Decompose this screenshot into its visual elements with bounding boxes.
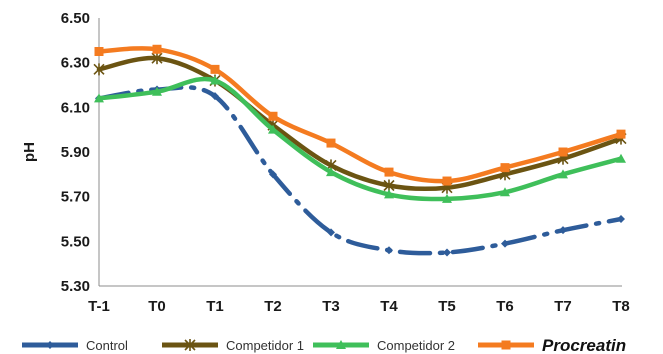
x-tick-labels: T-1 T0 T1 T2 T3 T4 T5 T6 T7 T8 (88, 298, 630, 315)
legend-item-competidor-2: Competidor 2 (313, 338, 455, 353)
chart-series (93, 44, 627, 257)
data-point (268, 124, 278, 134)
legend-label: Control (86, 338, 128, 353)
data-point (326, 138, 336, 148)
series-competidor-1 (93, 52, 627, 194)
legend-item-competidor-1: Competidor 1 (162, 338, 304, 353)
x-tick-label: T7 (554, 298, 572, 315)
data-point (152, 44, 162, 54)
y-tick-label: 5.30 (61, 278, 90, 295)
chart-legend: Control Competidor 1 Competidor 2 Procreati… (22, 336, 626, 354)
series-control (95, 85, 625, 257)
data-point (500, 163, 510, 173)
y-tick-labels: 5.30 5.50 5.70 5.90 6.10 6.30 6.50 (61, 10, 90, 295)
y-tick-label: 6.10 (61, 99, 90, 116)
x-tick-label: T1 (206, 298, 224, 315)
legend-label: Competidor 1 (226, 338, 304, 353)
data-point (616, 129, 626, 139)
data-point (94, 93, 104, 103)
data-point (384, 189, 394, 199)
data-point (210, 75, 220, 85)
y-tick-label: 5.50 (61, 233, 90, 250)
legend-marker (46, 341, 54, 349)
x-tick-label: T6 (496, 298, 514, 315)
x-tick-label: T0 (148, 298, 166, 315)
x-tick-label: T2 (264, 298, 282, 315)
series-line-procreatin (96, 46, 624, 184)
data-point (268, 111, 278, 121)
data-point (559, 226, 567, 235)
data-point (211, 92, 219, 101)
series-line-competidor-2 (96, 76, 624, 202)
legend-label: Procreatin (542, 336, 626, 354)
series-procreatin (94, 44, 626, 186)
x-tick-label: T8 (612, 298, 630, 315)
data-point (501, 239, 509, 248)
legend-label: Competidor 2 (377, 338, 455, 353)
data-point (384, 167, 394, 177)
data-point (500, 187, 510, 197)
data-point (210, 64, 220, 74)
data-point (327, 228, 335, 237)
data-point (558, 147, 568, 157)
y-tick-label: 5.90 (61, 144, 90, 161)
legend-marker (336, 340, 346, 349)
series-line-control (96, 85, 624, 256)
y-tick-label: 5.70 (61, 189, 90, 206)
series-competidor-2 (94, 75, 626, 203)
legend-marker (501, 340, 511, 350)
data-point (94, 47, 104, 56)
legend-marker (184, 339, 196, 351)
x-tick-label: T-1 (88, 298, 110, 315)
data-point (617, 215, 625, 223)
y-tick-label: 6.50 (61, 10, 90, 27)
data-point (385, 246, 393, 255)
y-tick-label: 6.30 (61, 55, 90, 72)
data-point (151, 52, 163, 65)
legend-item-procreatin: Procreatin (478, 336, 626, 354)
x-tick-label: T5 (438, 298, 456, 315)
x-tick-label: T4 (380, 298, 398, 315)
data-point (93, 63, 105, 76)
y-axis-label: pH (21, 142, 38, 162)
data-point (269, 170, 277, 179)
legend-item-control: Control (22, 338, 128, 353)
data-point (152, 86, 162, 96)
data-point (442, 176, 452, 186)
data-point (616, 153, 626, 163)
series-line-competidor-1 (96, 55, 624, 192)
data-point (326, 167, 336, 177)
x-tick-label: T3 (322, 298, 340, 315)
data-point (443, 248, 451, 257)
data-point (558, 169, 568, 179)
chart-axes (98, 18, 622, 287)
data-point (442, 193, 452, 203)
